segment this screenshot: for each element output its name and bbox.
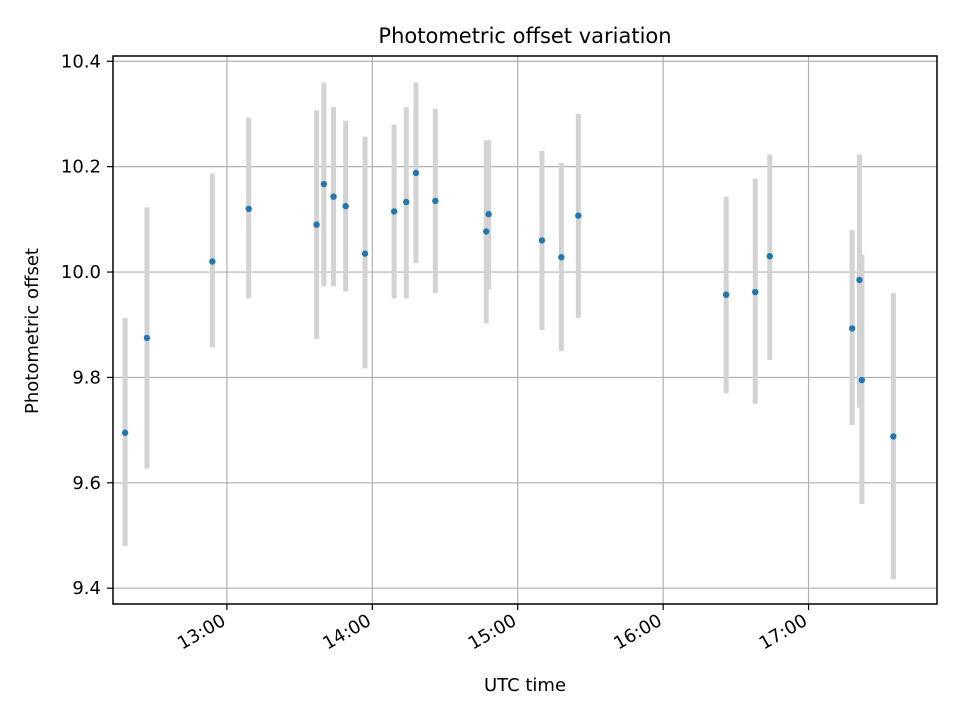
y-axis: 9.4 9.6 9.8 10.0 10.2 10.4 xyxy=(61,51,113,599)
data-point xyxy=(538,237,546,244)
data-point xyxy=(412,169,420,177)
data-point xyxy=(209,258,216,265)
data-point xyxy=(403,198,410,206)
data-point xyxy=(330,193,337,200)
data-point xyxy=(575,212,582,219)
chart-title: Photometric offset variation xyxy=(378,24,671,48)
y-tick-label: 9.8 xyxy=(72,367,101,388)
y-tick-label: 10.2 xyxy=(61,157,101,178)
data-point xyxy=(313,221,320,228)
data-point xyxy=(342,202,349,210)
data-points xyxy=(121,169,897,440)
x-axis-title: UTC time xyxy=(484,675,566,696)
data-point xyxy=(361,250,369,257)
data-point xyxy=(390,208,398,215)
data-point xyxy=(320,180,328,188)
data-point xyxy=(848,325,856,332)
data-point xyxy=(722,291,730,298)
data-point xyxy=(245,205,252,213)
y-tick-label: 10.4 xyxy=(61,51,101,72)
data-point xyxy=(485,210,492,218)
data-point xyxy=(483,228,490,235)
plot-frame xyxy=(112,55,938,605)
y-tick-label: 9.4 xyxy=(72,578,101,599)
y-tick-label: 9.6 xyxy=(72,473,101,494)
y-axis-title: Photometric offset xyxy=(22,248,43,414)
data-point xyxy=(558,254,565,261)
data-point xyxy=(432,197,439,205)
data-point xyxy=(121,429,129,436)
data-point xyxy=(856,276,863,284)
data-point xyxy=(858,376,866,384)
data-point xyxy=(766,253,773,260)
data-point xyxy=(890,433,897,440)
y-tick-label: 10.0 xyxy=(61,262,101,283)
data-point xyxy=(752,288,759,296)
data-point xyxy=(143,334,151,342)
